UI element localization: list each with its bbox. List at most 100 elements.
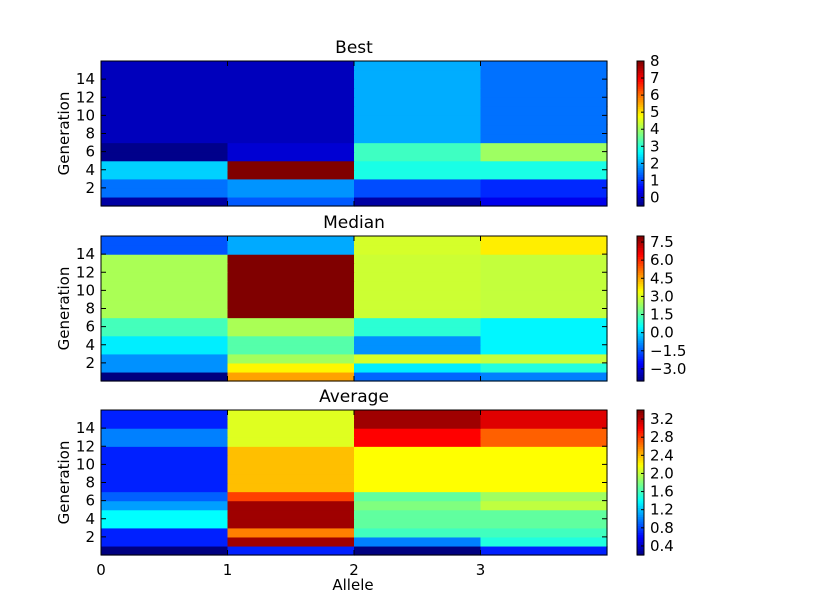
- colorbar-segment: [637, 468, 644, 472]
- colorbar-segment: [637, 169, 644, 173]
- colorbar-segment: [637, 328, 644, 332]
- colorbar-segment: [637, 423, 644, 427]
- heatmap-cell: [101, 509, 229, 520]
- colorbar-segment: [637, 502, 644, 506]
- colorbar-segment: [637, 351, 644, 355]
- colorbar-segment: [637, 258, 644, 262]
- colorbar-segment: [637, 425, 644, 429]
- x-tick-label: 0: [96, 561, 106, 579]
- heatmap-cell: [354, 178, 482, 189]
- colorbar-segment: [637, 236, 644, 239]
- colorbar-segment: [637, 256, 644, 260]
- heatmap-cell: [354, 509, 482, 520]
- heatmap-cell: [227, 254, 355, 264]
- heatmap-cell: [101, 142, 229, 153]
- colorbar-segment: [637, 439, 644, 443]
- heatmap-cell: [101, 272, 229, 282]
- heatmap-cell: [227, 473, 355, 484]
- heatmap-cell: [227, 317, 355, 328]
- heatmap-cell: [227, 545, 355, 556]
- heatmap-cell: [101, 326, 229, 337]
- y-tick-label: 10: [76, 106, 95, 124]
- y-tick-label: 14: [76, 419, 95, 437]
- x-tick-label: 1: [223, 561, 233, 579]
- heatmap-cell: [101, 236, 229, 246]
- colorbar-segment: [637, 511, 644, 515]
- heatmap-cell: [227, 419, 355, 429]
- colorbar-tick-label: 0.8: [650, 519, 674, 537]
- heatmap-cell: [101, 70, 229, 80]
- heatmap-cell: [101, 254, 229, 264]
- heatmap-cell: [480, 142, 608, 153]
- heatmap-cell: [480, 124, 608, 135]
- heatmap-cell: [227, 281, 355, 291]
- heatmap-cell: [101, 61, 229, 71]
- colorbar-segment: [637, 110, 644, 114]
- colorbar-segment: [637, 167, 644, 171]
- colorbar-segment: [637, 532, 644, 536]
- heatmap-cell: [227, 290, 355, 301]
- colorbar-segment: [637, 174, 644, 178]
- heatmap-cell: [227, 236, 355, 246]
- colorbar-segment: [637, 421, 644, 425]
- heatmap-cell: [354, 473, 482, 484]
- heatmap-cell: [354, 97, 482, 107]
- colorbar-segment: [637, 514, 644, 518]
- heatmap-cell: [480, 371, 608, 382]
- heatmap-cell: [227, 536, 355, 547]
- heatmap-cell: [480, 97, 608, 107]
- heatmap-cell: [354, 281, 482, 291]
- colorbar-segment: [637, 491, 644, 495]
- heatmap-cell: [227, 518, 355, 529]
- colorbar-segment: [637, 299, 644, 303]
- colorbar-segment: [637, 92, 644, 96]
- colorbar-segment: [637, 99, 644, 103]
- heatmap-cell: [480, 491, 608, 502]
- heatmap-cell: [480, 263, 608, 273]
- colorbar-segment: [637, 190, 644, 194]
- colorbar-segment: [637, 484, 644, 488]
- colorbar-segment: [637, 530, 644, 533]
- colorbar-segment: [637, 527, 644, 531]
- colorbar-tick-label: 6.0: [650, 251, 674, 269]
- colorbar-segment: [637, 272, 644, 276]
- colorbar-segment: [637, 283, 644, 287]
- colorbar-segment: [637, 441, 644, 445]
- heatmap-cell: [480, 254, 608, 264]
- heatmap-cell: [480, 353, 608, 364]
- colorbar-segment: [637, 353, 644, 357]
- colorbar-segment: [637, 122, 644, 126]
- heatmap-cell: [354, 299, 482, 310]
- colorbar-segment: [637, 462, 644, 465]
- colorbar-segment: [637, 509, 644, 513]
- colorbar-segment: [637, 337, 644, 341]
- colorbar-segment: [637, 142, 644, 146]
- colorbar-segment: [637, 115, 644, 119]
- colorbar-segment: [637, 153, 644, 157]
- heatmap-cell: [227, 446, 355, 456]
- panel-title: Median: [323, 213, 385, 233]
- y-tick-label: 12: [76, 437, 95, 455]
- y-tick-label: 4: [85, 161, 95, 179]
- heatmap-cell: [227, 88, 355, 98]
- heatmap-cell: [227, 344, 355, 355]
- heatmap-cell: [227, 142, 355, 153]
- y-tick-label: 6: [85, 143, 95, 161]
- heatmap-cell: [480, 281, 608, 291]
- colorbar-segment: [637, 265, 644, 269]
- colorbar-tick-label: 1: [650, 171, 660, 189]
- colorbar-segment: [637, 119, 644, 123]
- colorbar-segment: [637, 335, 644, 339]
- y-tick-label: 12: [76, 263, 95, 281]
- colorbar-segment: [637, 113, 644, 116]
- colorbar-segment: [637, 90, 644, 94]
- y-tick-label: 12: [76, 88, 95, 106]
- heatmap-cell: [480, 545, 608, 556]
- colorbar-tick-label: −3.0: [650, 360, 686, 378]
- colorbar-segment: [637, 81, 644, 85]
- heatmap-cell: [480, 236, 608, 246]
- heatmap-cell: [101, 88, 229, 98]
- colorbar-segment: [637, 371, 644, 375]
- y-axis-label: Generation: [55, 441, 73, 525]
- heatmap-cell: [101, 124, 229, 135]
